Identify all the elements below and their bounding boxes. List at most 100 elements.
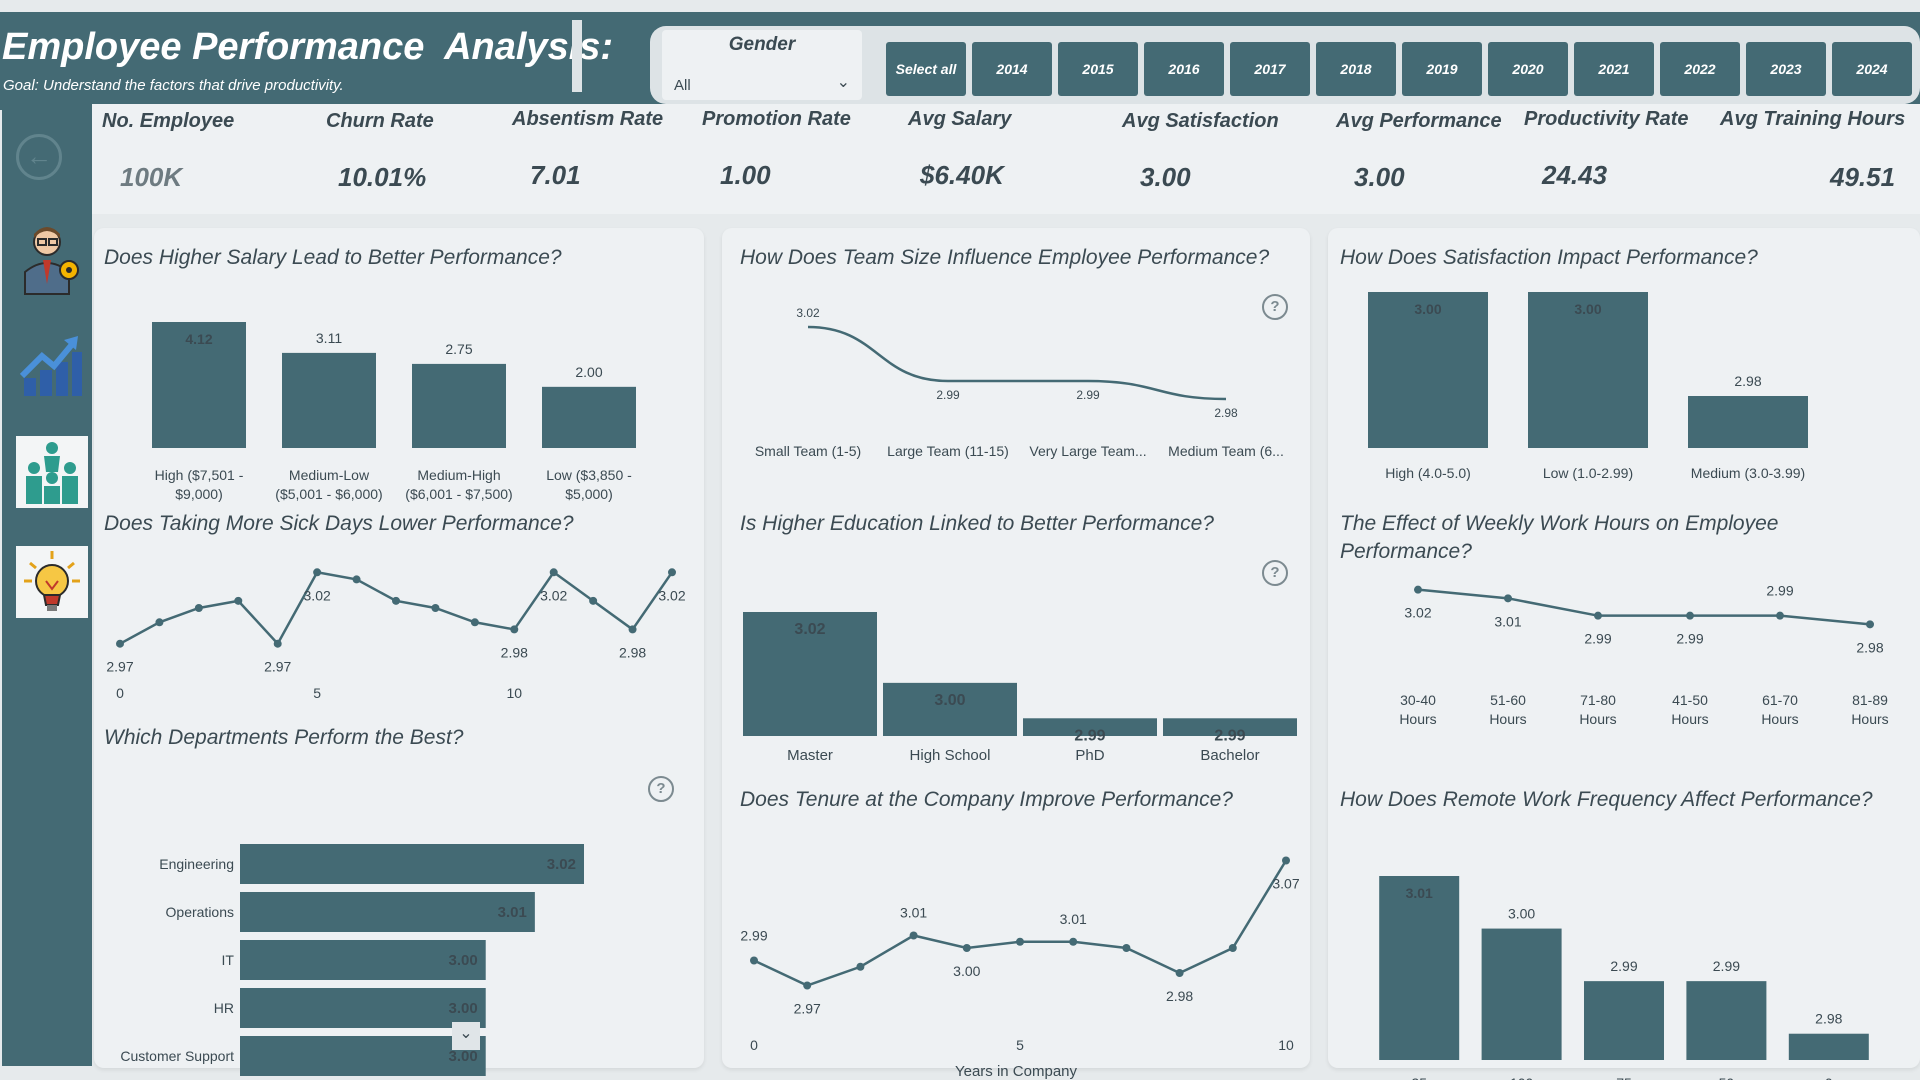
- year-button-select-all[interactable]: Select all: [886, 42, 966, 96]
- lightbulb-idea-icon[interactable]: [16, 546, 88, 618]
- page-title: Employee Performance Analysis:: [2, 26, 614, 68]
- category-label: Bachelor: [1200, 747, 1259, 764]
- tenure-performance-chart: 2.99 2.97 3.01 3.00 3.01 2.98 3.07 0 5 10 Years in…: [740, 856, 1300, 1080]
- category-label: 71-80 Hours: [1579, 692, 1616, 727]
- category-label: 75: [1616, 1075, 1632, 1080]
- data-point: [803, 981, 812, 990]
- year-button-2015[interactable]: 2015: [1058, 42, 1138, 96]
- panel-left: Does Higher Salary Lead to Better Perfor…: [94, 228, 704, 1076]
- year-button-2022[interactable]: 2022: [1660, 42, 1740, 96]
- bar: [1368, 292, 1488, 448]
- data-point: [1016, 937, 1024, 946]
- category-label: High School: [910, 747, 991, 764]
- point-data-label: 3.07: [1272, 876, 1299, 892]
- sickdays-chart-title: Does Taking More Sick Days Lower Perform…: [104, 512, 574, 535]
- kpi-label: Avg Training Hours: [1720, 108, 1906, 130]
- satisfaction-performance-chart: 3.00 High (4.0-5.0) 3.00 Low (1.0-2.99) 2.98…: [1368, 292, 1808, 481]
- data-point: [1504, 594, 1512, 603]
- category-label: 41-50 Hours: [1671, 692, 1708, 727]
- point-data-label: 2.98: [1166, 988, 1193, 1004]
- data-point: [1122, 944, 1131, 952]
- chevron-down-icon[interactable]: ⌄: [452, 1022, 480, 1050]
- data-point: [909, 931, 918, 940]
- kpi-value: 100K: [120, 162, 183, 192]
- businessman-gear-icon[interactable]: [16, 224, 88, 296]
- category-label: 81-89 Hours: [1851, 692, 1888, 727]
- bar-data-label: 3.02: [547, 856, 576, 873]
- year-button-2021[interactable]: 2021: [1574, 42, 1654, 96]
- x-tick-label: 10: [1278, 1037, 1294, 1053]
- year-button-2018[interactable]: 2018: [1316, 42, 1396, 96]
- year-button-2024[interactable]: 2024: [1832, 42, 1912, 96]
- gender-slicer[interactable]: Gender All ⌄: [662, 30, 862, 100]
- back-arrow-icon[interactable]: ←: [16, 134, 62, 180]
- bar-data-label: 2.99: [1713, 958, 1740, 974]
- sickdays-performance-chart: 2.97 2.97 3.02 2.98 3.02 2.98 3.02 0 5 10: [106, 568, 686, 701]
- data-point: [962, 944, 971, 952]
- chevron-down-icon[interactable]: ⌄: [836, 74, 850, 91]
- category-label: Master: [787, 747, 833, 764]
- point-data-label: 2.99: [1076, 388, 1100, 402]
- teamsize-performance-chart: 3.02 Small Team (1-5) 2.99 Large Team (11-1…: [755, 306, 1284, 459]
- gender-slicer-label: Gender: [728, 34, 796, 55]
- year-button-2020[interactable]: 2020: [1488, 42, 1568, 96]
- kpi-label: Churn Rate: [326, 110, 434, 132]
- bar-data-label: 3.02: [794, 621, 825, 638]
- header-bar: Employee Performance Analysis: Goal: Und…: [0, 12, 1920, 110]
- bar-data-label: 3.01: [1406, 885, 1433, 901]
- series-line: [753, 859, 1288, 987]
- category-label: Low (1.0-2.99): [1543, 465, 1633, 481]
- x-tick-label: 5: [313, 685, 321, 701]
- data-point: [1866, 620, 1874, 629]
- kpi-label: Avg Performance: [1336, 110, 1502, 132]
- point-data-label: 2.99: [936, 388, 960, 402]
- panel-right: How Does Satisfaction Impact Performance…: [1328, 228, 1920, 1080]
- gender-slicer-value[interactable]: All: [674, 77, 691, 94]
- category-label: High (4.0-5.0): [1385, 465, 1471, 481]
- bar: [1788, 1033, 1869, 1060]
- bar: [240, 892, 535, 932]
- help-icon[interactable]: ?: [648, 776, 674, 802]
- year-button-2017[interactable]: 2017: [1230, 42, 1310, 96]
- teamwork-icon[interactable]: [16, 436, 88, 508]
- bar: [1528, 292, 1648, 448]
- year-button-2023[interactable]: 2023: [1746, 42, 1826, 96]
- point-data-label: 2.97: [106, 659, 133, 675]
- year-button-2016[interactable]: 2016: [1144, 42, 1224, 96]
- bar: [240, 940, 486, 980]
- year-button-2014[interactable]: 2014: [972, 42, 1052, 96]
- category-label: High ($7,501 -$9,000): [155, 467, 244, 502]
- help-icon[interactable]: ?: [1262, 294, 1288, 320]
- bar-data-label: 3.00: [934, 692, 965, 709]
- bar: [412, 363, 506, 448]
- bar-data-label: 2.98: [1815, 1011, 1842, 1027]
- bar: [1481, 928, 1562, 1060]
- point-data-label: 3.02: [658, 587, 685, 603]
- education-chart-title: Is Higher Education Linked to Better Per…: [740, 512, 1214, 535]
- category-label: 100: [1510, 1075, 1534, 1080]
- year-button-2019[interactable]: 2019: [1402, 42, 1482, 96]
- point-data-label: 2.97: [794, 1001, 821, 1017]
- bar: [542, 386, 636, 448]
- point-data-label: 2.98: [619, 644, 646, 660]
- point-data-label: 3.01: [900, 905, 927, 921]
- category-label: Small Team (1-5): [755, 443, 861, 459]
- bar-data-label: 2.98: [1734, 373, 1761, 389]
- category-label: 51-60 Hours: [1489, 692, 1526, 727]
- bar: [240, 1036, 486, 1076]
- help-icon[interactable]: ?: [1262, 560, 1288, 586]
- point-data-label: 2.97: [264, 659, 291, 675]
- growth-chart-icon[interactable]: [16, 328, 88, 400]
- x-tick-label: 10: [506, 685, 522, 701]
- kpi-label: Promotion Rate: [702, 108, 851, 130]
- bar: [152, 322, 246, 448]
- remote-chart-title: How Does Remote Work Frequency Affect Pe…: [1340, 788, 1873, 811]
- point-data-label: 3.02: [540, 587, 567, 603]
- bar: [883, 682, 1017, 736]
- kpi-label: Productivity Rate: [1524, 108, 1689, 130]
- data-point: [431, 604, 440, 612]
- series-line: [807, 325, 1227, 401]
- point-data-label: 2.99: [1584, 631, 1611, 647]
- category-label: 30-40 Hours: [1399, 692, 1436, 727]
- workhours-performance-chart: 3.02 30-40 Hours 3.01 51-60 Hours 2.99 71-80 Hou…: [1399, 583, 1888, 727]
